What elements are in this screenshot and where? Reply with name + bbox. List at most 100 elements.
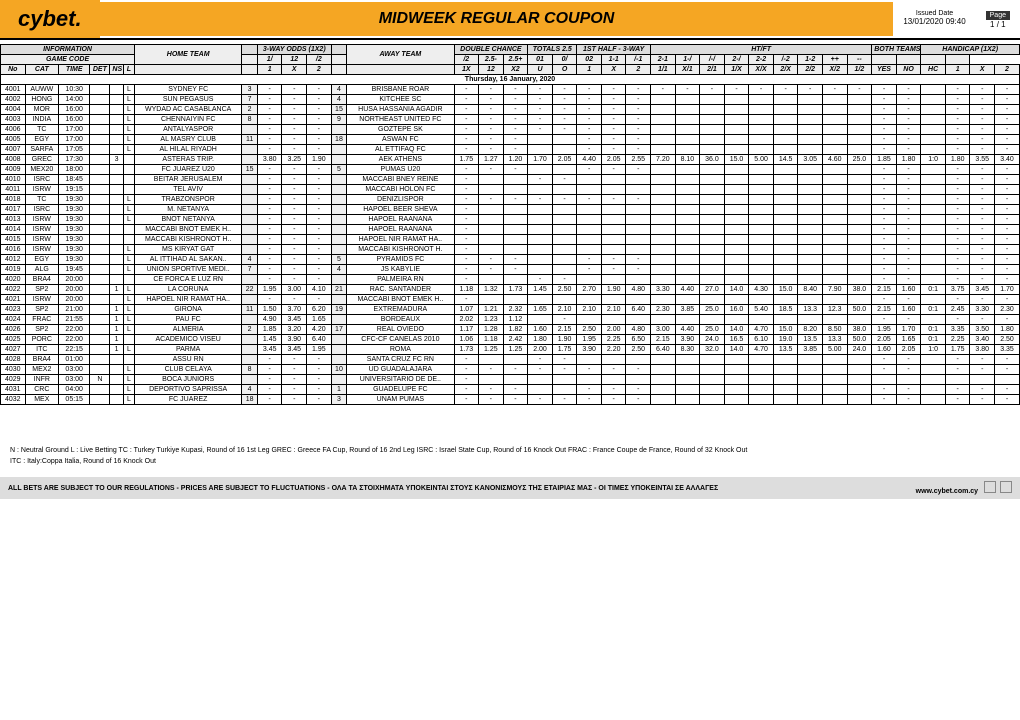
instagram-icon[interactable] bbox=[1000, 481, 1012, 493]
table-row: 4009MEX2018:00FC JUAREZ U2015---5PUMAS U… bbox=[1, 165, 1020, 175]
home-team: MS KIRYAT GAT bbox=[135, 245, 242, 255]
home-team: CE FORCA E LUZ RN bbox=[135, 275, 242, 285]
table-row: 4004MOR16:00LWYDAD AC CASABLANCA2---15HU… bbox=[1, 105, 1020, 115]
col-yes: YES bbox=[872, 65, 897, 75]
footer-url: www.cybet.com.cy bbox=[916, 488, 978, 495]
table-row: 4003INDIA16:00LCHENNAIYIN FC8---9NORTHEA… bbox=[1, 115, 1020, 125]
page-value: 1 / 1 bbox=[986, 20, 1010, 29]
away-team: UD GUADALAJARA bbox=[347, 365, 454, 375]
table-row: 4010ISRC18:45BEITAR JERUSALEM---MACCABI … bbox=[1, 175, 1020, 185]
away-team: CFC-CF CANELAS 2010 bbox=[347, 335, 454, 345]
page-label: Page bbox=[986, 11, 1010, 20]
table-row: 4025PORC22:001ACADEMICO VISEU1.453.906.4… bbox=[1, 335, 1020, 345]
table-row: 4017ISRC19:30LM. NETANYA---HAPOEL BEER S… bbox=[1, 205, 1020, 215]
away-team: BRISBANE ROAR bbox=[347, 85, 454, 95]
home-team: UNION SPORTIVE MEDI.. bbox=[135, 265, 242, 275]
home-team: MACCABI KISHRONOT H.. bbox=[135, 235, 242, 245]
away-team: GOZTEPE SK bbox=[347, 125, 454, 135]
col-ns: NS bbox=[110, 65, 123, 75]
col-2/x: 2/X bbox=[773, 65, 798, 75]
footer-text: ALL BETS ARE SUBJECT TO OUR REGULATIONS … bbox=[8, 485, 718, 492]
home-team: LA CORUNA bbox=[135, 285, 242, 295]
col-1: 1 bbox=[577, 65, 602, 75]
col-x: X bbox=[970, 65, 995, 75]
col-no: NO bbox=[896, 65, 921, 75]
home-team: FC JUAREZ bbox=[135, 395, 242, 405]
home-team: ACADEMICO VISEU bbox=[135, 335, 242, 345]
facebook-icon[interactable] bbox=[984, 481, 996, 493]
home-team: MACCABI BNOT EMEK H.. bbox=[135, 225, 242, 235]
colgroup-header: 1ST HALF - 3-WAY bbox=[577, 45, 651, 55]
home-team: AL ITTIHAD AL SAKAN.. bbox=[135, 255, 242, 265]
table-row: 4026SP222:001LALMERIA21.853.204.2017REAL… bbox=[1, 325, 1020, 335]
col-1: 1 bbox=[257, 65, 282, 75]
away-team: EXTREMADURA bbox=[347, 305, 454, 315]
meta-block: Issued Date 13/01/2020 09:40 Page 1 / 1 bbox=[893, 6, 1020, 33]
col- bbox=[242, 65, 258, 75]
home-team: PAU FC bbox=[135, 315, 242, 325]
away-team: NORTHEAST UNITED FC bbox=[347, 115, 454, 125]
away-team: UNAM PUMAS bbox=[347, 395, 454, 405]
table-row: 4019ALG19:45LUNION SPORTIVE MEDI..7---4J… bbox=[1, 265, 1020, 275]
colgroup-header bbox=[242, 45, 258, 55]
table-row: 4020BRA420:00CE FORCA E LUZ RN---PALMEIR… bbox=[1, 275, 1020, 285]
home-team: GIRONA bbox=[135, 305, 242, 315]
home-team: TEL AVIV bbox=[135, 185, 242, 195]
home-team: PARMA bbox=[135, 345, 242, 355]
home-team: FC JUAREZ U20 bbox=[135, 165, 242, 175]
home-team-header: HOME TEAM bbox=[135, 45, 242, 65]
table-row: 4013ISRW19:30LBNOT NETANYA---HAPOEL RAAN… bbox=[1, 215, 1020, 225]
col-u: U bbox=[528, 65, 553, 75]
col-o: O bbox=[552, 65, 577, 75]
legend-line2: ITC : Italy:Coppa Italia, Round of 16 Kn… bbox=[10, 456, 1010, 467]
table-row: 4008GREC17:303ASTERAS TRIP.3.803.251.90A… bbox=[1, 155, 1020, 165]
col-x/1: X/1 bbox=[675, 65, 700, 75]
away-team: HAPOEL RAANANA bbox=[347, 225, 454, 235]
home-team: WYDAD AC CASABLANCA bbox=[135, 105, 242, 115]
col-1/1: 1/1 bbox=[651, 65, 676, 75]
colgroup-header: BOTH TEAMS TO SCORE bbox=[872, 45, 921, 55]
col-2: 2 bbox=[995, 65, 1020, 75]
table-row: 4005EGY17:00LAL MASRY CLUB11---18ASWAN F… bbox=[1, 135, 1020, 145]
coupon-title: MIDWEEK REGULAR COUPON bbox=[100, 2, 894, 36]
away-team: DENIZLISPOR bbox=[347, 195, 454, 205]
home-team: BOCA JUNIORS bbox=[135, 375, 242, 385]
issued-label: Issued Date bbox=[903, 10, 965, 17]
col-2/1: 2/1 bbox=[700, 65, 725, 75]
legend-line1: N : Neutral Ground L : Live Betting TC :… bbox=[10, 445, 1010, 456]
col-hc: HC bbox=[921, 65, 946, 75]
home-team: CHENNAIYIN FC bbox=[135, 115, 242, 125]
table-row: 4027ITC22:151LPARMA3.453.451.95ROMA1.731… bbox=[1, 345, 1020, 355]
brand-logo: cybet. bbox=[0, 0, 100, 38]
col- bbox=[135, 65, 242, 75]
table-row: 4024FRAC21:551LPAU FC4.903.451.65BORDEAU… bbox=[1, 315, 1020, 325]
home-team: DEPORTIVO SAPRISSA bbox=[135, 385, 242, 395]
table-row: 4002HONG14:00LSUN PEGASUS7---4KITCHEE SC… bbox=[1, 95, 1020, 105]
colgroup-header: TOTALS 2.5 bbox=[528, 45, 577, 55]
home-team: M. NETANYA bbox=[135, 205, 242, 215]
away-team: MACCABI BNOT EMEK H.. bbox=[347, 295, 454, 305]
away-team: ASWAN FC bbox=[347, 135, 454, 145]
col-x2: X2 bbox=[503, 65, 528, 75]
table-row: 4023SP221:001LGIRONA111.503.706.2019EXTR… bbox=[1, 305, 1020, 315]
away-team: MACCABI HOLON FC bbox=[347, 185, 454, 195]
table-row: 4029INFR03:00NLBOCA JUNIORS---UNIVERSITA… bbox=[1, 375, 1020, 385]
home-team: AL HILAL RIYADH bbox=[135, 145, 242, 155]
odds-table: INFORMATIONHOME TEAM3-WAY ODDS (1X2)AWAY… bbox=[0, 44, 1020, 405]
away-team: UNIVERSITARIO DE DE.. bbox=[347, 375, 454, 385]
col-1: 1 bbox=[945, 65, 970, 75]
col-l: L bbox=[123, 65, 134, 75]
away-team: REAL OVIEDO bbox=[347, 325, 454, 335]
away-team: MACCABI KISHRONOT H. bbox=[347, 245, 454, 255]
away-team: GUADELUPE FC bbox=[347, 385, 454, 395]
away-team: HAPOEL BEER SHEVA bbox=[347, 205, 454, 215]
home-team: ASSU RN bbox=[135, 355, 242, 365]
away-team: BORDEAUX bbox=[347, 315, 454, 325]
table-row: 4030MEX203:00LCLUB CELAYA8---10UD GUADAL… bbox=[1, 365, 1020, 375]
issued-value: 13/01/2020 09:40 bbox=[903, 17, 965, 26]
home-team: ASTERAS TRIP. bbox=[135, 155, 242, 165]
away-team: ROMA bbox=[347, 345, 454, 355]
away-team: HAPOEL NIR RAMAT HA.. bbox=[347, 235, 454, 245]
away-team: AL ETTIFAQ FC bbox=[347, 145, 454, 155]
page-header: cybet. MIDWEEK REGULAR COUPON Issued Dat… bbox=[0, 0, 1020, 40]
